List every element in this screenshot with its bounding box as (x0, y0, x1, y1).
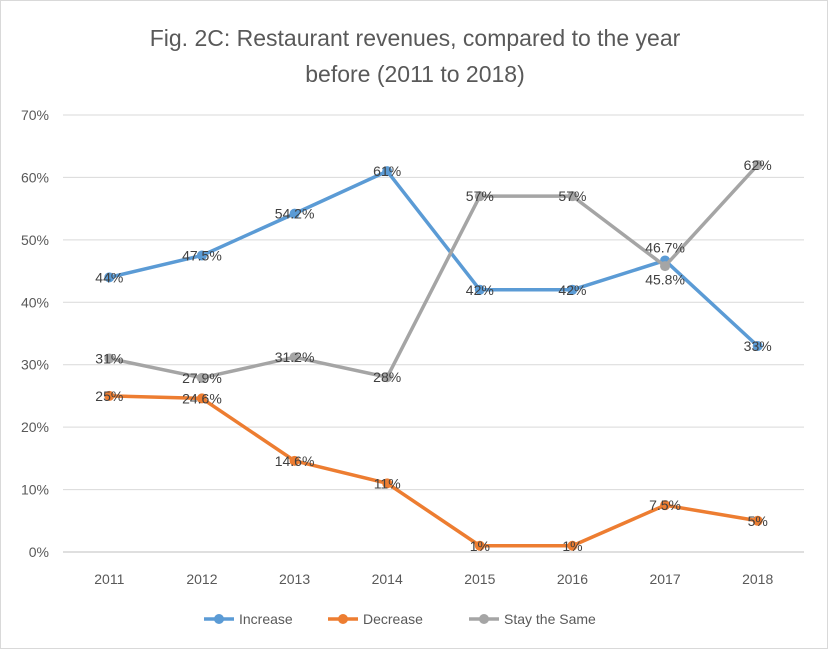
x-tick-label: 2015 (464, 571, 495, 587)
data-point (567, 540, 578, 551)
data-label: 62% (744, 157, 772, 173)
x-tick-label: 2018 (742, 571, 773, 587)
data-point (752, 515, 763, 526)
y-tick-label: 10% (21, 482, 49, 498)
data-label: 1% (562, 538, 582, 554)
data-label: 33% (744, 338, 772, 354)
data-point (567, 191, 578, 202)
y-tick-label: 70% (21, 107, 49, 123)
data-point (474, 191, 485, 202)
data-point (289, 208, 300, 219)
x-tick-label: 2016 (557, 571, 588, 587)
legend-marker-icon (338, 614, 348, 624)
data-label: 31% (95, 350, 123, 366)
data-point (104, 272, 115, 283)
data-label: 24.6% (182, 390, 222, 406)
y-tick-label: 30% (21, 357, 49, 373)
data-label: 31.2% (275, 349, 315, 365)
chart-title-line-1: Fig. 2C: Restaurant revenues, compared t… (150, 25, 681, 51)
data-label: 54.2% (275, 206, 315, 222)
data-point (660, 500, 671, 511)
data-label: 42% (466, 282, 494, 298)
x-tick-label: 2017 (649, 571, 680, 587)
legend-item: Increase (204, 611, 293, 627)
data-label: 5% (748, 513, 768, 529)
data-label: 28% (373, 369, 401, 385)
y-tick-label: 0% (29, 544, 49, 560)
data-label: 57% (558, 188, 586, 204)
legend-label: Stay the Same (504, 611, 596, 627)
x-tick-label: 2014 (372, 571, 403, 587)
data-point (660, 261, 671, 272)
data-label: 14.6% (275, 453, 315, 469)
data-label: 42% (558, 282, 586, 298)
data-point (382, 372, 393, 383)
legend-item: Stay the Same (469, 611, 596, 627)
data-point (382, 166, 393, 177)
data-point (196, 250, 207, 261)
series-line-increase (108, 169, 759, 348)
data-label: 47.5% (182, 247, 222, 263)
data-point (474, 284, 485, 295)
data-label: 1% (470, 538, 490, 554)
data-point (104, 353, 115, 364)
series-line-stay-the-same (108, 163, 759, 380)
data-label: 46.7% (645, 239, 685, 255)
data-point (382, 478, 393, 489)
y-tick-label: 60% (21, 169, 49, 185)
legend-label: Increase (239, 611, 293, 627)
data-label: 45.8% (645, 271, 685, 287)
data-label: 61% (373, 163, 401, 179)
data-label: 7.5% (649, 497, 681, 513)
data-label: 27.9% (182, 370, 222, 386)
y-tick-label: 50% (21, 232, 49, 248)
data-point (474, 540, 485, 551)
legend-marker-icon (479, 614, 489, 624)
data-label: 25% (95, 388, 123, 404)
data-label: 57% (466, 188, 494, 204)
data-point (104, 390, 115, 401)
data-point (752, 159, 763, 170)
legend-marker-icon (214, 614, 224, 624)
data-label: 11% (374, 475, 401, 491)
x-tick-label: 2012 (186, 571, 217, 587)
chart-title-line-2: before (2011 to 2018) (305, 61, 525, 87)
data-point (752, 340, 763, 351)
data-point (289, 455, 300, 466)
x-tick-label: 2011 (94, 571, 124, 587)
data-point (289, 352, 300, 363)
y-tick-label: 20% (21, 419, 49, 435)
data-point (196, 393, 207, 404)
x-tick-label: 2013 (279, 571, 310, 587)
y-tick-label: 40% (21, 294, 49, 310)
data-point (196, 372, 207, 383)
legend-item: Decrease (328, 611, 423, 627)
legend-label: Decrease (363, 611, 423, 627)
data-point (567, 284, 578, 295)
series-line-decrease (109, 394, 758, 548)
data-label: 44% (95, 269, 123, 285)
